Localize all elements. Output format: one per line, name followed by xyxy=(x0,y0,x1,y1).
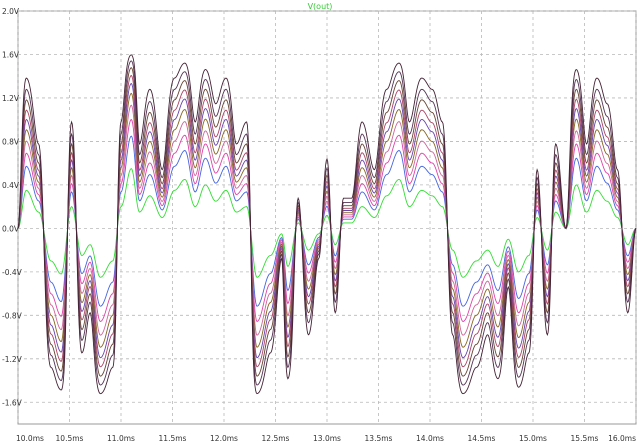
x-tick-label: 11.0ms xyxy=(107,434,135,443)
series-layer xyxy=(17,54,637,395)
chart-title: V(out) xyxy=(308,2,333,11)
y-tick-labels: 2.0V 1.6V 1.2V 0.8V 0.4V 0.0V -0.4V -0.8V -1.2V -… xyxy=(2,7,23,407)
y-tick-label: 0.0V xyxy=(2,224,20,233)
y-tick-label: -0.4V xyxy=(2,268,23,277)
y-tick-label: -0.8V xyxy=(2,311,23,320)
y-tick-label: 1.2V xyxy=(2,94,20,103)
x-tick-label: 14.5ms xyxy=(468,434,496,443)
x-tick-label: 16.0ms xyxy=(608,434,636,443)
series-line xyxy=(17,54,637,395)
x-tick-label: 12.5ms xyxy=(262,434,290,443)
y-tick-label: 2.0V xyxy=(2,7,20,16)
y-tick-label: -1.6V xyxy=(2,398,23,407)
y-tick-label: 0.4V xyxy=(2,181,20,190)
x-tick-label: 15.5ms xyxy=(571,434,599,443)
y-tick-label: -1.2V xyxy=(2,355,23,364)
x-tick-label: 15.0ms xyxy=(519,434,547,443)
x-tick-labels: 10.0ms 10.5ms 11.0ms 11.5ms 12.0ms 12.5ms 13.0… xyxy=(16,434,636,443)
x-tick-label: 11.5ms xyxy=(159,434,187,443)
x-tick-label: 10.5ms xyxy=(56,434,84,443)
x-tick-label: 13.0ms xyxy=(313,434,341,443)
x-tick-label: 14.0ms xyxy=(416,434,444,443)
x-tick-label: 13.5ms xyxy=(365,434,393,443)
x-tick-label: 12.0ms xyxy=(210,434,238,443)
series-line xyxy=(17,168,637,278)
y-tick-label: 0.8V xyxy=(2,137,20,146)
y-tick-label: 1.6V xyxy=(2,50,20,59)
grid-lines xyxy=(17,10,637,424)
x-tick-label: 10.0ms xyxy=(16,434,44,443)
